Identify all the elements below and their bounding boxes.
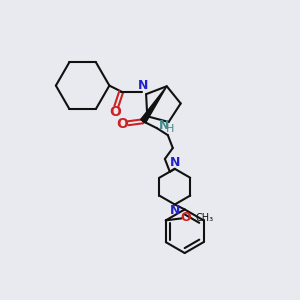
Text: N: N <box>138 79 148 92</box>
Text: O: O <box>110 105 121 119</box>
Text: CH₃: CH₃ <box>196 213 214 224</box>
Text: N: N <box>169 204 180 217</box>
Text: H: H <box>166 124 174 134</box>
Text: N: N <box>169 156 180 170</box>
Text: N: N <box>159 119 169 132</box>
Polygon shape <box>141 86 167 123</box>
Text: O: O <box>180 211 191 224</box>
Text: O: O <box>116 117 128 131</box>
